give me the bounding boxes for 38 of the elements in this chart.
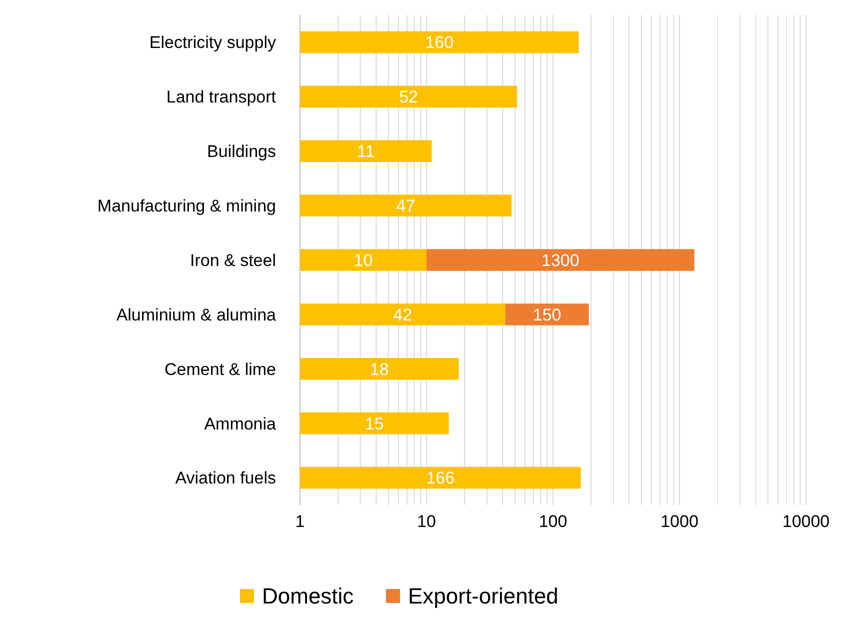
data-label: 42 [393, 305, 412, 324]
x-tick-label: 1 [295, 512, 305, 531]
data-label: 1300 [542, 250, 580, 270]
data-label: 10 [354, 250, 373, 270]
bar [300, 249, 426, 271]
y-tick-label: Electricity supply [149, 33, 276, 52]
y-tick-label: Manufacturing & mining [97, 196, 276, 216]
data-label: 150 [532, 305, 562, 324]
bar [300, 358, 459, 380]
y-tick-label: Aluminium & alumina [116, 305, 277, 324]
y-tick-label: Land transport [166, 88, 276, 107]
x-tick-label: 100 [538, 512, 568, 531]
data-label: 15 [364, 414, 384, 434]
legend-label: Export-oriented [408, 584, 558, 609]
bar [300, 86, 518, 108]
x-tick-label: 10000 [782, 512, 830, 531]
data-label: 47 [396, 196, 416, 216]
bar [300, 412, 449, 434]
y-tick-label: Cement & lime [164, 360, 276, 379]
x-tick-label: 1000 [660, 512, 698, 531]
data-label: 52 [399, 88, 418, 107]
bar [300, 140, 432, 162]
bar [300, 31, 579, 54]
y-tick-label: Aviation fuels [175, 468, 276, 488]
y-tick-label: Ammonia [204, 414, 277, 434]
legend-label: Domestic [262, 584, 354, 609]
bar [300, 304, 506, 326]
y-tick-label: Iron & steel [190, 250, 276, 270]
bar [505, 304, 589, 326]
bar [300, 466, 581, 489]
data-label: 18 [370, 360, 389, 379]
x-tick-label: 10 [417, 512, 436, 531]
data-label: 160 [425, 33, 454, 52]
bar [300, 194, 512, 216]
y-tick-label: Buildings [207, 142, 276, 162]
bar [426, 249, 694, 271]
data-label: 11 [357, 142, 375, 162]
data-label: 166 [426, 468, 455, 488]
